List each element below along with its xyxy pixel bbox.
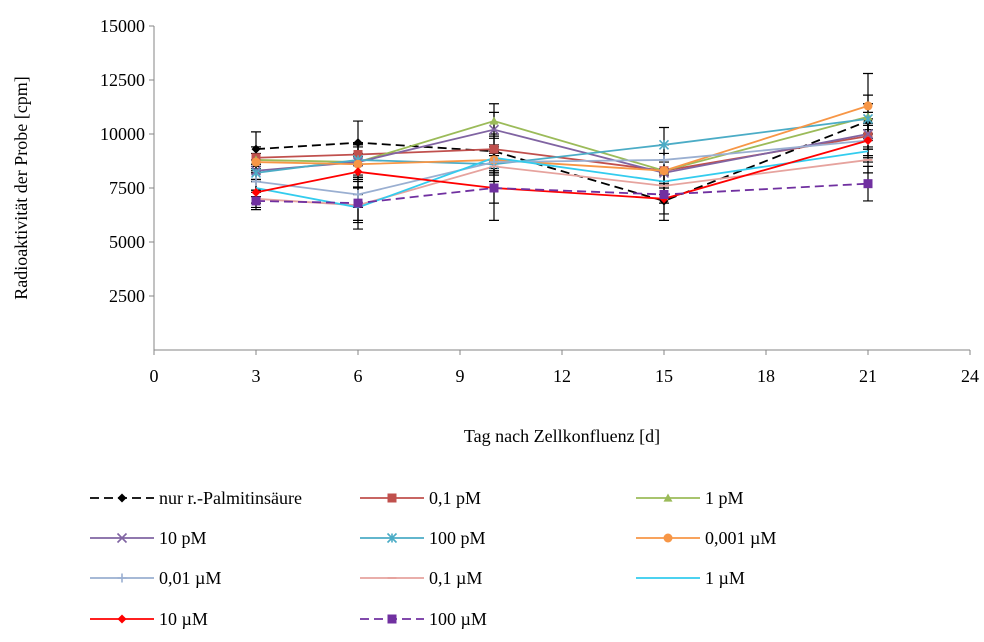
x-tick-label: 18 bbox=[757, 366, 775, 386]
marker-diamond bbox=[117, 493, 127, 503]
axes: 2500 5000 7500 10000 12500 15000 0 3 6 9 12 15 18 21 2… bbox=[100, 16, 979, 386]
marker-x bbox=[862, 128, 874, 140]
legend-label: 0,1 µM bbox=[429, 568, 482, 588]
marker-plus bbox=[659, 155, 669, 165]
marker-star bbox=[250, 167, 262, 178]
legend-entry: 10 pM bbox=[90, 528, 207, 548]
marker-square bbox=[387, 614, 397, 624]
x-tick-label: 9 bbox=[456, 366, 465, 386]
legend-entry: nur r.-Palmitinsäure bbox=[90, 488, 302, 508]
marker-diamond bbox=[251, 187, 261, 197]
x-tick-label: 12 bbox=[553, 366, 571, 386]
marker-star bbox=[386, 532, 398, 544]
marker-square bbox=[489, 144, 499, 154]
x-tick-label: 3 bbox=[252, 366, 261, 386]
y-tick-label: 10000 bbox=[100, 124, 145, 144]
marker-circle bbox=[663, 533, 673, 543]
x-tick-label: 6 bbox=[354, 366, 363, 386]
legend-entry: 0,001 µM bbox=[636, 528, 776, 548]
legend-entry: 10 µM bbox=[90, 609, 208, 629]
series-lines bbox=[255, 105, 869, 209]
y-tick-label: 12500 bbox=[100, 70, 145, 90]
y-tick-label: 5000 bbox=[109, 232, 145, 252]
legend-label: 1 pM bbox=[705, 488, 744, 508]
marker-diamond bbox=[863, 135, 873, 145]
legend-label: nur r.-Palmitinsäure bbox=[159, 488, 302, 508]
marker-diamond bbox=[251, 144, 261, 154]
marker-square bbox=[863, 179, 873, 189]
marker-triangle bbox=[663, 493, 673, 502]
series-layer bbox=[250, 72, 874, 230]
legend-entry: 1 pM bbox=[636, 488, 744, 508]
legend-label: 0,01 µM bbox=[159, 568, 221, 588]
legend-label: 100 pM bbox=[429, 528, 486, 548]
x-tick-label: 24 bbox=[961, 366, 979, 386]
marker-x bbox=[116, 532, 128, 544]
legend-entry: 0,01 µM bbox=[90, 568, 221, 588]
marker-square bbox=[353, 198, 363, 208]
marker-diamond bbox=[353, 167, 363, 177]
legend-entry: 1 µM bbox=[636, 568, 745, 588]
marker-square bbox=[489, 183, 499, 193]
marker-plus bbox=[251, 177, 261, 187]
legend-label: 100 µM bbox=[429, 609, 487, 629]
legend-entry: 0,1 pM bbox=[360, 488, 481, 508]
legend-entry: 100 pM bbox=[360, 528, 486, 548]
series-line bbox=[255, 150, 869, 209]
marker-square bbox=[353, 150, 363, 160]
marker-circle bbox=[863, 101, 873, 111]
marker-circle bbox=[659, 166, 669, 176]
marker-square bbox=[659, 189, 669, 199]
marker-circle bbox=[353, 159, 363, 169]
marker-star bbox=[658, 139, 670, 150]
marker-triangle bbox=[489, 116, 499, 125]
x-tick-label: 15 bbox=[655, 366, 673, 386]
marker-plus bbox=[489, 157, 499, 167]
legend-label: 1 µM bbox=[705, 568, 745, 588]
series-marker-group bbox=[251, 179, 873, 208]
y-tick-label: 2500 bbox=[109, 286, 145, 306]
marker-plus bbox=[117, 573, 127, 583]
legend-label: 0,1 pM bbox=[429, 488, 481, 508]
legend-label: 0,001 µM bbox=[705, 528, 776, 548]
y-tick-label: 15000 bbox=[100, 16, 145, 36]
marker-diamond bbox=[353, 138, 363, 148]
marker-plus bbox=[353, 189, 363, 199]
legend-entry: 0,1 µM bbox=[360, 568, 482, 588]
x-tick-label: 21 bbox=[859, 366, 877, 386]
marker-star bbox=[862, 113, 874, 124]
marker-square bbox=[251, 196, 261, 206]
series-markers bbox=[250, 101, 874, 208]
marker-circle bbox=[251, 157, 261, 167]
y-axis-title: Radioaktivität der Probe [cpm] bbox=[11, 76, 31, 299]
marker-x bbox=[488, 124, 500, 135]
x-axis-title: Tag nach Zellkonfluenz [d] bbox=[464, 426, 660, 446]
series-marker-group bbox=[251, 131, 873, 176]
legend-entry: 100 µM bbox=[360, 609, 487, 629]
marker-square bbox=[387, 493, 397, 503]
legend-label: 10 pM bbox=[159, 528, 207, 548]
marker-diamond bbox=[117, 614, 127, 624]
x-tick-label: 0 bbox=[150, 366, 159, 386]
y-tick-label: 7500 bbox=[109, 178, 145, 198]
legend: nur r.-Palmitinsäure 0,1 pM 1 pM 10 pM 100 p… bbox=[90, 488, 776, 629]
legend-label: 10 µM bbox=[159, 609, 208, 629]
